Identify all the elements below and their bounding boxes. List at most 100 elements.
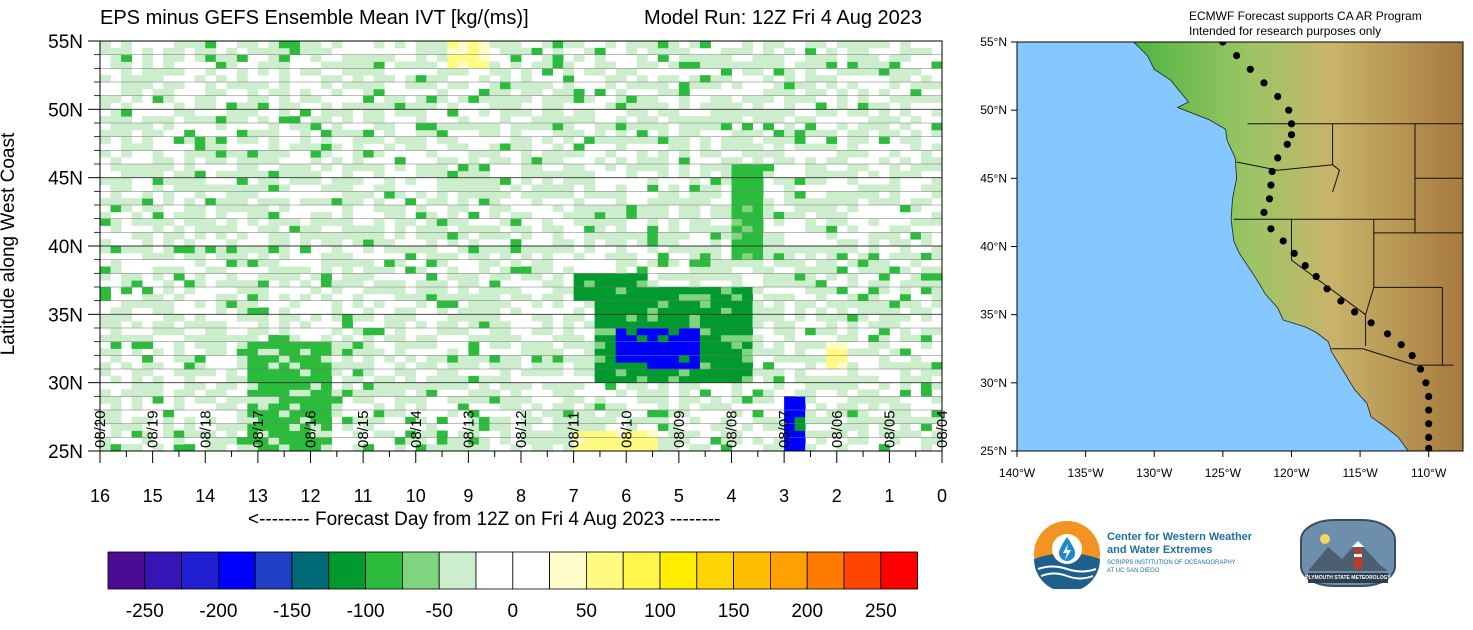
ivt-cell bbox=[205, 218, 217, 226]
ivt-cell bbox=[163, 123, 175, 131]
ivt-cell bbox=[121, 136, 132, 144]
ivt-cell bbox=[552, 416, 564, 425]
ivt-cell bbox=[521, 410, 532, 418]
ivt-cell bbox=[857, 41, 869, 49]
ivt-cell bbox=[668, 191, 680, 199]
ivt-cell bbox=[573, 362, 585, 370]
ivt-cell bbox=[847, 246, 859, 254]
ivt-cell bbox=[194, 232, 206, 240]
ivt-cell bbox=[205, 47, 217, 56]
ivt-cell bbox=[742, 136, 753, 144]
ivt-cell bbox=[542, 266, 553, 274]
ivt-cell bbox=[499, 246, 511, 254]
ivt-cell bbox=[184, 321, 196, 329]
ivt-cell bbox=[773, 136, 785, 144]
ivt-cell bbox=[815, 403, 827, 411]
ivt-cell bbox=[352, 75, 364, 83]
ivt-cell bbox=[678, 143, 690, 151]
transect-point bbox=[1267, 181, 1275, 189]
ivt-cell bbox=[426, 232, 438, 240]
ivt-cell bbox=[731, 369, 743, 377]
ivt-cell bbox=[699, 403, 711, 411]
ivt-cell bbox=[489, 102, 501, 110]
ivt-cell bbox=[110, 95, 122, 103]
ivt-cell bbox=[720, 157, 732, 165]
date-label: 08/11 bbox=[566, 412, 583, 448]
ivt-cell bbox=[457, 375, 469, 384]
ivt-cell bbox=[531, 61, 543, 69]
ivt-cell bbox=[657, 157, 669, 165]
ivt-cell bbox=[289, 116, 301, 124]
ivt-cell bbox=[668, 307, 680, 315]
ivt-cell bbox=[257, 198, 269, 206]
ivt-cell bbox=[552, 273, 564, 281]
ivt-cell bbox=[784, 136, 796, 144]
ivt-cell bbox=[626, 170, 638, 179]
ivt-cell bbox=[847, 170, 859, 179]
ivt-cell bbox=[363, 334, 375, 343]
ivt-cell bbox=[857, 348, 869, 356]
ivt-cell bbox=[784, 355, 796, 363]
ivt-cell bbox=[878, 416, 890, 425]
ivt-cell bbox=[531, 157, 543, 165]
colorbar-box bbox=[475, 551, 514, 590]
ivt-cell bbox=[836, 123, 848, 131]
ivt-cell bbox=[321, 136, 332, 144]
ivt-cell bbox=[247, 184, 259, 192]
ivt-cell bbox=[678, 123, 690, 131]
ivt-cell bbox=[110, 266, 122, 274]
ivt-cell bbox=[521, 273, 532, 281]
ivt-cell bbox=[100, 218, 111, 226]
ivt-cell bbox=[636, 287, 648, 295]
ivt-cell bbox=[268, 403, 280, 411]
ivt-cell bbox=[563, 68, 575, 76]
ivt-cell bbox=[763, 348, 775, 356]
ivt-cell bbox=[920, 334, 932, 343]
ivt-cell bbox=[889, 362, 901, 370]
ivt-cell bbox=[499, 369, 511, 377]
ivt-cell bbox=[815, 102, 827, 110]
ivt-cell bbox=[752, 198, 764, 206]
ivt-cell bbox=[742, 170, 753, 179]
ivt-cell bbox=[668, 198, 680, 206]
ivt-cell bbox=[352, 259, 364, 267]
ivt-cell bbox=[742, 334, 753, 343]
ivt-cell bbox=[394, 102, 406, 110]
ivt-cell bbox=[215, 348, 227, 356]
ivt-cell bbox=[457, 362, 469, 370]
ivt-cell bbox=[468, 239, 480, 247]
ivt-cell bbox=[668, 334, 680, 343]
ivt-cell bbox=[647, 300, 659, 308]
ivt-cell bbox=[110, 259, 122, 267]
ivt-cell bbox=[510, 396, 522, 404]
ivt-cell bbox=[331, 143, 343, 151]
ivt-cell bbox=[121, 164, 132, 172]
map-note: ECMWF Forecast supports CA AR Program In… bbox=[1189, 9, 1422, 39]
ivt-cell bbox=[615, 334, 627, 343]
ivt-cell bbox=[457, 328, 469, 336]
ivt-cell bbox=[499, 321, 511, 329]
x-tick-label: 5 bbox=[674, 486, 684, 506]
ivt-cell bbox=[268, 259, 280, 267]
ivt-cell bbox=[121, 170, 132, 179]
ivt-cell bbox=[678, 328, 690, 336]
ivt-cell bbox=[710, 334, 722, 343]
ivt-cell bbox=[215, 198, 227, 206]
ivt-cell bbox=[426, 211, 438, 220]
ivt-cell bbox=[815, 75, 827, 83]
ivt-cell bbox=[626, 369, 638, 377]
ivt-cell bbox=[426, 423, 438, 431]
ivt-cell bbox=[268, 382, 280, 390]
ivt-cell bbox=[257, 246, 269, 254]
ivt-cell bbox=[247, 382, 259, 390]
ivt-cell bbox=[352, 136, 364, 144]
ivt-cell bbox=[499, 177, 511, 185]
ivt-cell bbox=[931, 293, 943, 302]
ivt-cell bbox=[510, 382, 522, 390]
ivt-cell bbox=[605, 211, 617, 220]
ivt-cell bbox=[752, 389, 764, 397]
ivt-cell bbox=[531, 403, 543, 411]
transect-point bbox=[1422, 379, 1430, 387]
ivt-cell bbox=[426, 239, 438, 247]
ivt-cell bbox=[331, 157, 343, 165]
